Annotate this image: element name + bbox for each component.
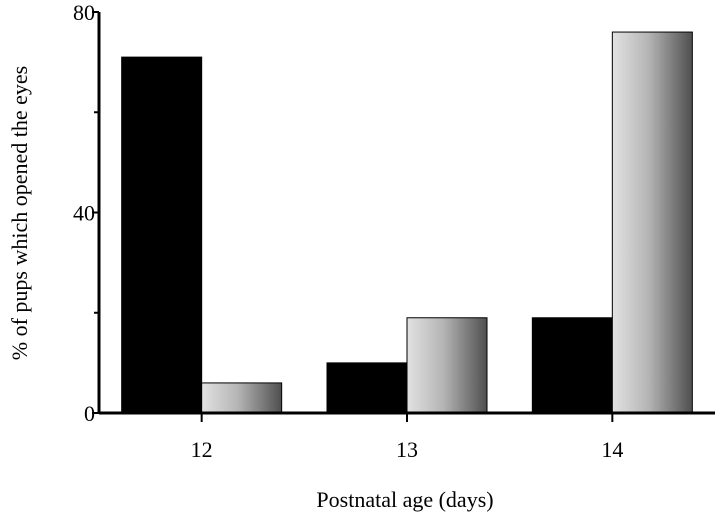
x-tick-label: 13 bbox=[396, 437, 418, 462]
bar-series1-12 bbox=[121, 56, 203, 414]
y-axis-title: % of pups which opened the eyes bbox=[7, 66, 32, 360]
y-ticks-layer: 0 40 80 bbox=[73, 0, 99, 426]
x-ticks-layer: 12 13 14 bbox=[191, 413, 623, 462]
y-tick-label: 40 bbox=[73, 201, 95, 226]
bars-layer bbox=[121, 31, 693, 414]
y-tick-label: 0 bbox=[84, 401, 95, 426]
y-tick-label: 80 bbox=[73, 0, 95, 25]
x-axis-title: Postnatal age (days) bbox=[316, 487, 493, 512]
bar-series1-14 bbox=[531, 317, 613, 414]
bar-series2-12 bbox=[201, 382, 283, 414]
bar-series2-14 bbox=[611, 31, 693, 414]
x-tick-label: 12 bbox=[191, 437, 213, 462]
bar-series2-13 bbox=[406, 317, 488, 414]
bar-series1-13 bbox=[326, 362, 408, 414]
x-tick-label: 14 bbox=[601, 437, 623, 462]
